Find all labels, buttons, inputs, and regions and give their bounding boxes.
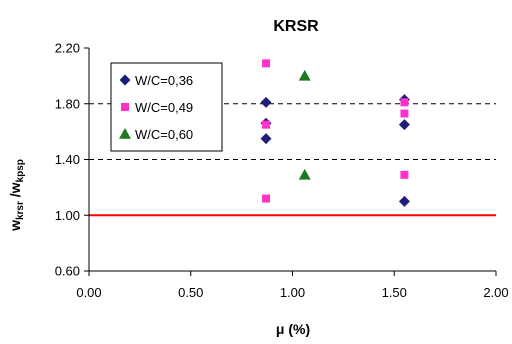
y-axis-title: wkrsr /wkpsp <box>7 159 26 232</box>
x-tick-label: 0.00 <box>76 285 101 300</box>
legend: W/C=0,36 W/C=0,49 W/C=0,60 <box>110 62 223 152</box>
y-axis-title-main: w <box>7 220 23 232</box>
x-tick-label: 1.50 <box>382 285 407 300</box>
y-tick-label: 1.40 <box>55 152 80 167</box>
y-tick-label: 1.00 <box>55 208 80 223</box>
data-point-square <box>262 194 271 203</box>
data-point-square <box>400 109 409 118</box>
y-tick-label: 1.80 <box>55 96 80 111</box>
y-tick-label: 0.60 <box>55 264 80 279</box>
legend-marker-triangle <box>119 128 131 139</box>
points-layer <box>260 59 410 207</box>
y-axis-title-slash: /w <box>7 182 23 201</box>
data-point-triangle <box>298 168 311 180</box>
legend-marker-square <box>121 103 129 111</box>
data-point-diamond <box>398 195 410 207</box>
ticks-layer: 0.60 1.00 1.40 1.80 2.20 0.00 0.50 1.00 1.50 2.00 <box>55 41 509 301</box>
x-tick-label: 2.00 <box>483 285 508 300</box>
y-axis-title-sub1: krsr <box>15 201 26 220</box>
data-point-diamond <box>260 96 272 108</box>
x-tick-label: 0.50 <box>178 285 203 300</box>
data-point-square <box>400 170 409 179</box>
data-point-square <box>400 98 409 107</box>
data-point-diamond <box>260 133 272 145</box>
chart-title: KRSR <box>273 18 319 35</box>
legend-marker-diamond <box>119 74 131 86</box>
x-axis-title: μ (%) <box>276 321 310 337</box>
y-tick-label: 2.20 <box>55 41 80 56</box>
data-point-square <box>262 59 271 68</box>
legend-label: W/C=0,49 <box>135 100 193 115</box>
y-axis-title-sub2: kpsp <box>15 159 26 182</box>
data-point-square <box>262 120 271 129</box>
x-tick-label: 1.00 <box>280 285 305 300</box>
legend-label: W/C=0,60 <box>135 127 193 142</box>
legend-label: W/C=0,36 <box>135 73 193 88</box>
data-point-diamond <box>398 119 410 131</box>
data-point-triangle <box>298 69 311 81</box>
